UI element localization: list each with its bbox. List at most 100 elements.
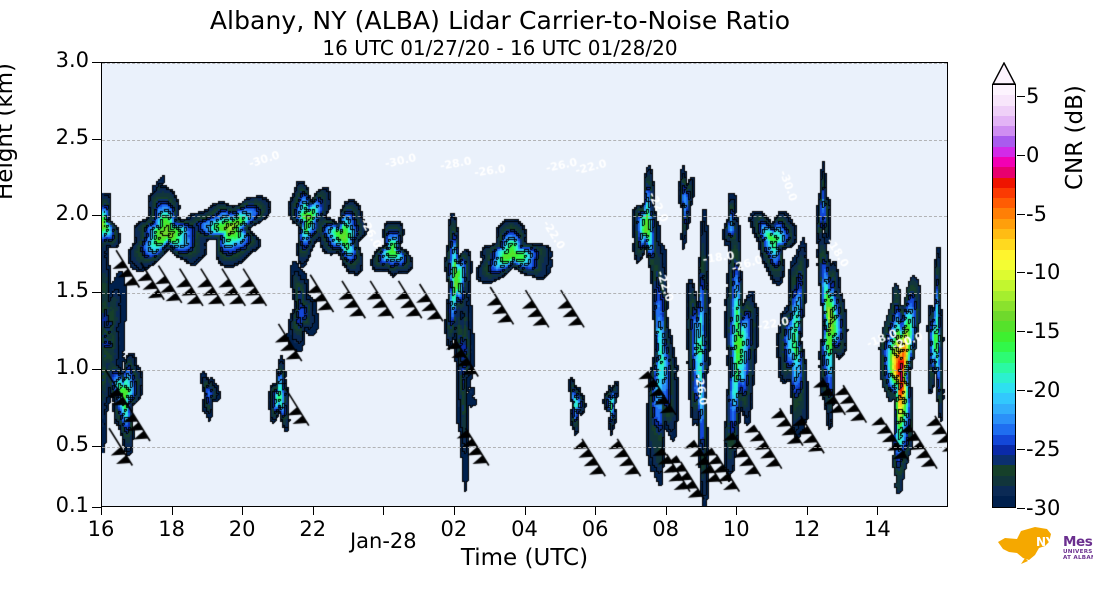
gridline-y bbox=[102, 139, 947, 141]
y-tick bbox=[92, 445, 101, 447]
colorbar-tick bbox=[1017, 331, 1025, 333]
new-york-state-shape-icon bbox=[998, 527, 1051, 564]
colorbar-band bbox=[993, 280, 1015, 291]
x-tick bbox=[595, 507, 597, 515]
x-tick-label: Jan-28 bbox=[349, 529, 417, 553]
y-tick bbox=[92, 215, 101, 217]
colorbar-band bbox=[993, 85, 1015, 96]
y-tick-label: 3.0 bbox=[55, 48, 89, 72]
x-tick-label: 08 bbox=[652, 517, 680, 541]
x-tick bbox=[383, 507, 385, 515]
x-tick-label: 06 bbox=[581, 517, 609, 541]
colorbar-band bbox=[993, 208, 1015, 219]
x-tick bbox=[524, 507, 526, 515]
colorbar-tick bbox=[1017, 390, 1025, 392]
colorbar-band bbox=[993, 218, 1015, 229]
x-tick bbox=[453, 507, 455, 515]
colorbar-band bbox=[993, 290, 1015, 301]
x-tick bbox=[806, 507, 808, 515]
colorbar-label: CNR (dB) bbox=[1062, 85, 1088, 190]
colorbar-band bbox=[993, 249, 1015, 260]
cnr-heatmap-canvas bbox=[102, 63, 947, 506]
colorbar-band bbox=[993, 156, 1015, 168]
x-tick-label: 22 bbox=[299, 517, 327, 541]
x-tick-label: 12 bbox=[793, 517, 821, 541]
colorbar-band bbox=[993, 187, 1015, 199]
y-tick-label: 0.1 bbox=[55, 493, 89, 517]
colorbar-band bbox=[993, 362, 1015, 373]
x-tick bbox=[101, 507, 102, 515]
y-tick bbox=[92, 507, 101, 508]
x-tick bbox=[171, 507, 173, 515]
colorbar-band bbox=[993, 177, 1015, 188]
colorbar-band bbox=[993, 300, 1015, 312]
x-tick-label: 16 bbox=[87, 517, 115, 541]
colorbar-band bbox=[993, 414, 1015, 425]
y-tick-label: 1.5 bbox=[55, 278, 89, 303]
colorbar-band bbox=[993, 434, 1015, 445]
colorbar-tick-label: -15 bbox=[1026, 319, 1061, 344]
x-tick bbox=[665, 507, 667, 515]
y-tick bbox=[92, 62, 101, 63]
y-tick-label: 0.5 bbox=[55, 431, 89, 456]
colorbar-band bbox=[993, 465, 1015, 476]
colorbar-gradient bbox=[992, 84, 1016, 508]
nys-mesonet-logo: NYS Mesonet UNIVERSITY AT ALBANY bbox=[995, 522, 1093, 568]
y-tick-label: 2.0 bbox=[55, 201, 89, 226]
colorbar-tick bbox=[1017, 449, 1025, 451]
x-tick bbox=[877, 507, 879, 515]
colorbar-band bbox=[993, 475, 1015, 486]
colorbar-band bbox=[993, 496, 1015, 507]
colorbar-band bbox=[993, 372, 1015, 384]
colorbar-tick bbox=[1017, 272, 1025, 274]
colorbar-tick-label: -10 bbox=[1026, 260, 1061, 285]
colorbar bbox=[992, 62, 1016, 508]
x-tick bbox=[736, 507, 738, 515]
y-tick bbox=[92, 368, 101, 370]
x-tick-label: 02 bbox=[440, 517, 468, 541]
x-tick-label: 04 bbox=[511, 517, 538, 541]
y-tick bbox=[92, 292, 101, 294]
y-tick-label: 1.0 bbox=[55, 354, 89, 379]
colorbar-tick-label: -30 bbox=[1026, 496, 1061, 520]
gridline-y bbox=[102, 293, 947, 295]
colorbar-tick-label: 0 bbox=[1026, 142, 1040, 167]
colorbar-band bbox=[993, 321, 1015, 332]
colorbar-band bbox=[993, 383, 1015, 394]
colorbar-band bbox=[993, 136, 1015, 147]
y-axis-label: Height (km) bbox=[0, 62, 18, 200]
logo-nys-text: NYS bbox=[1036, 535, 1063, 549]
plot-area bbox=[101, 62, 948, 507]
colorbar-band bbox=[993, 239, 1015, 250]
colorbar-band bbox=[993, 444, 1015, 456]
colorbar-band bbox=[993, 270, 1015, 281]
y-tick bbox=[92, 138, 101, 140]
colorbar-band bbox=[993, 403, 1015, 414]
x-tick-label: 18 bbox=[158, 517, 185, 541]
gridline-y bbox=[102, 369, 947, 371]
colorbar-band bbox=[993, 146, 1015, 157]
colorbar-band bbox=[993, 485, 1015, 497]
colorbar-band bbox=[993, 259, 1015, 271]
colorbar-tick bbox=[1017, 154, 1025, 156]
colorbar-band bbox=[993, 126, 1015, 137]
logo-university-text: UNIVERSITY AT ALBANY bbox=[1063, 549, 1093, 561]
chart-subtitle: 16 UTC 01/27/20 - 16 UTC 01/28/20 bbox=[322, 36, 678, 60]
colorbar-band bbox=[993, 342, 1015, 353]
colorbar-band bbox=[993, 105, 1015, 116]
colorbar-extend-arrow bbox=[992, 62, 1016, 85]
x-tick bbox=[242, 507, 244, 515]
colorbar-tick-label: -20 bbox=[1026, 378, 1061, 403]
colorbar-band bbox=[993, 331, 1015, 343]
gridline-y bbox=[102, 216, 947, 218]
colorbar-band bbox=[993, 228, 1015, 240]
colorbar-band bbox=[993, 311, 1015, 322]
colorbar-band bbox=[993, 424, 1015, 435]
gridline-y bbox=[102, 446, 947, 448]
gridline-y bbox=[102, 63, 947, 64]
x-tick-label: 10 bbox=[722, 517, 750, 541]
colorbar-tick-label: 5 bbox=[1026, 83, 1040, 108]
chart-title: Albany, NY (ALBA) Lidar Carrier-to-Noise… bbox=[209, 6, 791, 35]
colorbar-band bbox=[993, 455, 1015, 466]
y-tick-label: 2.5 bbox=[55, 124, 89, 149]
